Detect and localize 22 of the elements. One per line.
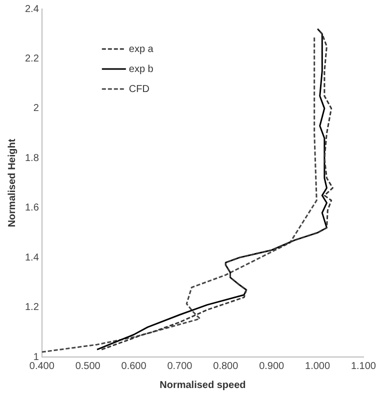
y-tick-label: 1.2 [24, 302, 40, 314]
y-tick-label: 1.6 [24, 202, 40, 214]
y-tick-label: 2.2 [24, 53, 40, 64]
y-tick-label: 1.8 [24, 152, 40, 164]
x-tick-label: 0.800 [213, 360, 239, 372]
x-tick-label: 0.600 [121, 360, 147, 372]
x-tick-label: 0.900 [259, 360, 285, 372]
x-tick-label: 1.100 [350, 360, 376, 372]
x-tick-label: 1.000 [305, 360, 330, 372]
legend-label: exp b [128, 64, 154, 75]
y-axis-title: Normalised Height [6, 138, 18, 228]
x-tick-label: 0.400 [29, 360, 55, 372]
line-series [42, 36, 318, 353]
y-tick-label: 1 [33, 352, 40, 363]
y-tick-label: 2 [33, 103, 40, 114]
y-tick-label: 2.4 [24, 4, 40, 15]
legend-label: CFD [128, 84, 150, 95]
x-tick-label: 0.700 [167, 360, 193, 372]
x-axis-title: Normalised speed [160, 380, 246, 391]
x-tick-label: 0.500 [75, 360, 101, 372]
y-tick-label: 1.4 [24, 252, 40, 264]
legend-label: exp a [128, 44, 154, 55]
